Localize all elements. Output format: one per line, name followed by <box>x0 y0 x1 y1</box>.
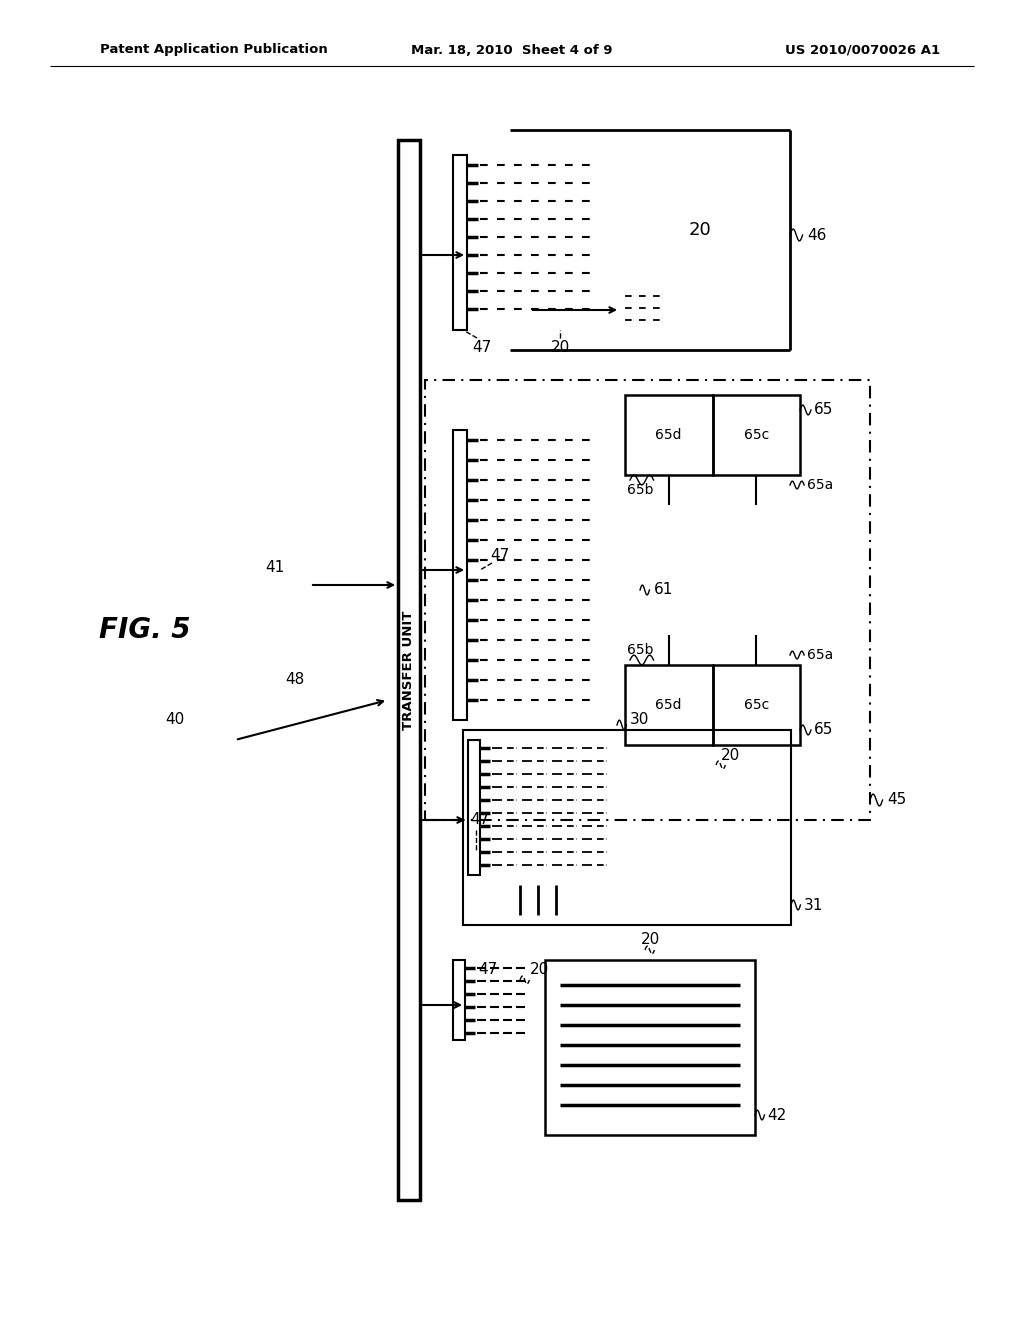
Text: 47: 47 <box>472 341 492 355</box>
Bar <box>713 665 800 744</box>
Text: 65b: 65b <box>627 483 653 498</box>
Bar <box>453 154 467 330</box>
Text: 42: 42 <box>767 1107 786 1122</box>
Text: 20: 20 <box>640 932 659 948</box>
Text: 65a: 65a <box>807 478 834 492</box>
Text: 65d: 65d <box>655 428 682 442</box>
Text: 41: 41 <box>266 561 285 576</box>
Bar <box>625 665 713 744</box>
Text: 65: 65 <box>814 403 834 417</box>
Text: TRANSFER UNIT: TRANSFER UNIT <box>402 610 416 730</box>
Text: 31: 31 <box>804 898 823 912</box>
Bar <box>463 730 791 925</box>
Text: 65c: 65c <box>743 428 769 442</box>
Text: 30: 30 <box>630 713 649 727</box>
Text: 45: 45 <box>888 792 907 808</box>
Bar <box>425 380 870 820</box>
Bar <box>713 395 800 475</box>
Text: 61: 61 <box>653 582 673 598</box>
Text: 65b: 65b <box>627 643 653 657</box>
Text: 20: 20 <box>721 747 740 763</box>
Text: Mar. 18, 2010  Sheet 4 of 9: Mar. 18, 2010 Sheet 4 of 9 <box>412 44 612 57</box>
Bar <box>625 395 713 475</box>
Text: 65a: 65a <box>807 648 834 663</box>
Text: 65c: 65c <box>743 698 769 711</box>
Text: 65d: 65d <box>655 698 682 711</box>
Text: 65: 65 <box>814 722 834 738</box>
Text: 20: 20 <box>688 220 712 239</box>
Text: 48: 48 <box>286 672 304 688</box>
Text: 47: 47 <box>470 813 489 828</box>
Text: 46: 46 <box>808 227 827 243</box>
Bar <box>453 960 465 1040</box>
Text: FIG. 5: FIG. 5 <box>99 616 190 644</box>
Bar <box>468 741 480 875</box>
Text: 20: 20 <box>530 962 549 978</box>
Bar <box>398 140 420 1200</box>
Text: 20: 20 <box>550 341 569 355</box>
Bar <box>453 430 467 719</box>
Bar <box>545 960 755 1135</box>
Text: 47: 47 <box>490 548 509 562</box>
Text: US 2010/0070026 A1: US 2010/0070026 A1 <box>784 44 940 57</box>
Text: 47: 47 <box>478 962 498 978</box>
Text: Patent Application Publication: Patent Application Publication <box>100 44 328 57</box>
Text: 40: 40 <box>165 713 184 727</box>
